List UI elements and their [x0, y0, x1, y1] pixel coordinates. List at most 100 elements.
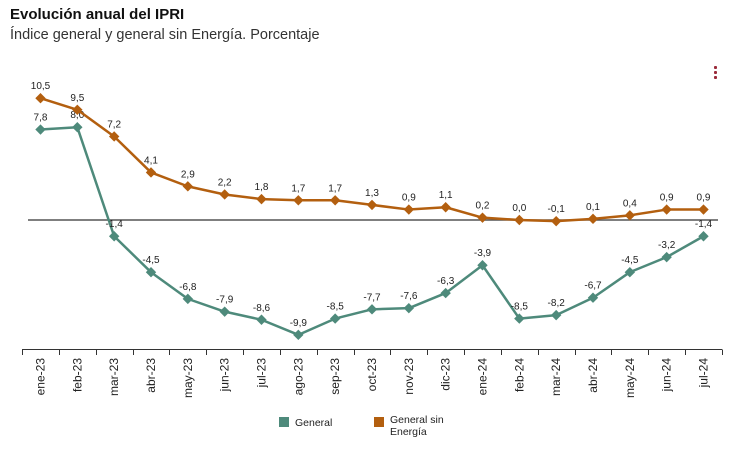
data-label-general: -7,7	[363, 292, 381, 303]
x-tick-label: abr-24	[586, 358, 600, 393]
x-tick-label: ago-23	[291, 358, 305, 396]
data-point-general	[587, 292, 599, 303]
data-label-general: -6,7	[584, 281, 602, 292]
legend-label-general-sin-energia: General sin Energía	[390, 414, 444, 438]
data-label-general-sin-energia: 1,7	[328, 183, 342, 194]
x-tick-label: feb-23	[70, 358, 84, 392]
legend-item-general-sin-energia[interactable]: General sin Energía	[374, 414, 469, 438]
data-point-general-sin-energia	[477, 212, 488, 223]
x-tick-label: abr-23	[144, 358, 158, 393]
data-label-general: 8,0	[70, 110, 84, 121]
data-point-general-sin-energia	[366, 199, 378, 211]
data-label-general: -4,5	[621, 255, 639, 266]
data-point-general-sin-energia	[219, 189, 230, 200]
legend-label-general: General	[295, 417, 333, 429]
data-label-general: -3,2	[658, 240, 676, 251]
chart-subtitle: Índice general y general sin Energía. Po…	[10, 27, 320, 43]
x-tick-label: ene-23	[34, 358, 48, 396]
data-point-general-sin-energia	[256, 193, 267, 205]
data-point-general-sin-energia	[182, 181, 194, 192]
x-tick-label: feb-24	[512, 358, 526, 392]
data-point-general	[366, 304, 378, 315]
data-point-general	[477, 260, 488, 271]
data-label-general: -1,4	[106, 219, 124, 230]
data-point-general	[145, 267, 157, 278]
data-label-general: -8,5	[511, 302, 529, 313]
data-label-general-sin-energia: 2,9	[181, 169, 195, 180]
data-label-general-sin-energia: 4,1	[144, 155, 158, 166]
data-label-general-sin-energia: 0,9	[402, 193, 416, 204]
data-point-general-sin-energia	[624, 210, 636, 221]
data-label-general-sin-energia: 10,5	[31, 81, 51, 92]
data-point-general	[182, 293, 194, 305]
data-point-general-sin-energia	[403, 204, 415, 215]
series-line-general	[40, 125, 705, 337]
data-point-general	[35, 124, 46, 135]
data-point-general	[440, 287, 451, 299]
x-tick-label: ene-24	[476, 358, 490, 396]
data-point-general	[108, 231, 120, 242]
data-point-general	[72, 122, 83, 133]
data-label-general-sin-energia: 0,2	[476, 201, 490, 212]
more-vertical-icon[interactable]	[712, 66, 720, 84]
data-point-general-sin-energia	[145, 167, 157, 178]
data-label-general: -3,9	[474, 248, 492, 259]
x-tick-label: may-24	[623, 358, 637, 398]
data-label-general-sin-energia: -0,1	[548, 204, 566, 215]
data-label-general-sin-energia: 0,0	[512, 203, 526, 214]
legend-item-general[interactable]: General	[279, 414, 332, 429]
x-tick-label: sep-23	[328, 358, 342, 395]
data-label-general: -7,9	[216, 295, 234, 306]
data-label-general-sin-energia: 9,5	[70, 93, 84, 104]
data-label-general: -8,6	[253, 303, 271, 314]
data-label-general: -4,5	[142, 255, 160, 266]
data-label-general-sin-energia: 2,2	[218, 177, 232, 188]
data-point-general	[329, 313, 341, 324]
data-label-general: 7,8	[34, 113, 48, 124]
data-label-general-sin-energia: 0,9	[660, 193, 674, 204]
x-tick-label: jun-24	[660, 358, 674, 393]
x-tick-label: nov-23	[402, 358, 416, 395]
data-point-general-sin-energia	[72, 104, 83, 115]
x-tick-label: mar-23	[107, 358, 121, 396]
x-tick-label: dic-23	[439, 358, 453, 391]
data-label-general: -6,8	[179, 282, 197, 293]
data-point-general	[550, 309, 562, 321]
data-label-general: -6,3	[437, 276, 455, 287]
data-point-general-sin-energia	[698, 204, 709, 215]
x-tick-label: may-23	[181, 358, 195, 398]
data-point-general-sin-energia	[587, 213, 599, 225]
x-tick-label: oct-23	[365, 358, 379, 392]
data-point-general-sin-energia	[514, 214, 525, 226]
data-point-general-sin-energia	[550, 215, 562, 227]
x-tick-label: mar-24	[549, 358, 563, 396]
data-label-general-sin-energia: 1,7	[291, 183, 305, 194]
data-label-general-sin-energia: 0,9	[697, 193, 711, 204]
data-label-general: -7,6	[400, 291, 418, 302]
data-label-general-sin-energia: 7,2	[107, 119, 121, 130]
data-point-general-sin-energia	[35, 93, 46, 104]
data-label-general: -8,5	[327, 302, 345, 313]
x-tick-label: jun-23	[218, 358, 232, 393]
data-point-general	[256, 314, 267, 325]
data-point-general-sin-energia	[329, 195, 341, 206]
data-label-general-sin-energia: 1,8	[255, 182, 269, 193]
data-label-general-sin-energia: 0,4	[623, 198, 637, 209]
data-point-general-sin-energia	[440, 202, 451, 213]
data-point-general	[514, 313, 525, 324]
data-point-general	[293, 329, 304, 341]
data-point-general	[698, 231, 709, 242]
data-point-general-sin-energia	[108, 131, 120, 142]
data-point-general-sin-energia	[661, 204, 672, 215]
data-point-general	[661, 251, 672, 263]
data-point-general	[219, 306, 230, 317]
data-label-general: -1,4	[695, 219, 713, 230]
legend-swatch-general-sin-energia	[374, 417, 384, 427]
legend-swatch-general	[279, 417, 289, 427]
data-label-general-sin-energia: 1,3	[365, 188, 379, 199]
data-label-general: -9,9	[290, 318, 308, 329]
x-tick-label: jul-23	[255, 358, 269, 389]
data-label-general-sin-energia: 1,1	[439, 190, 453, 201]
data-point-general-sin-energia	[293, 195, 304, 206]
